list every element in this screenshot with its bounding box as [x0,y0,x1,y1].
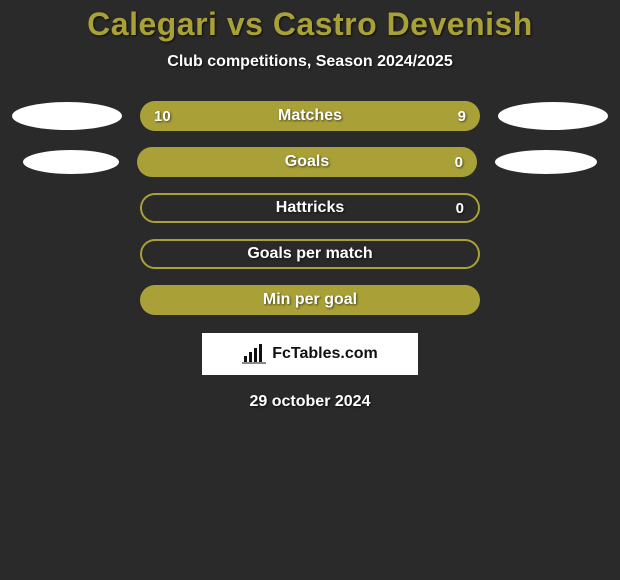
comparison-infographic: Calegari vs Castro Devenish Club competi… [0,0,620,411]
badge-text: FcTables.com [272,345,378,363]
stat-row-goals: Goals 0 [0,147,620,177]
stat-right-value: 9 [458,108,466,125]
stat-row-min-per-goal: Min per goal [0,285,620,315]
stat-bar: Hattricks 0 [140,193,480,223]
stat-bar: 10 Matches 9 [140,101,480,131]
stat-row-matches: 10 Matches 9 [0,101,620,131]
stat-bar: Min per goal [140,285,480,315]
stat-bar: Goals per match [140,239,480,269]
right-ellipse [495,150,597,174]
stat-row-hattricks: Hattricks 0 [0,193,620,223]
left-ellipse [12,102,122,130]
stat-label: Goals [285,153,329,171]
attribution-badge: FcTables.com [202,333,418,375]
stat-right-value: 0 [456,200,464,217]
stat-rows: 10 Matches 9 Goals 0 Hattricks 0 [0,101,620,315]
page-title: Calegari vs Castro Devenish [0,6,620,43]
date-label: 29 october 2024 [0,393,620,411]
stat-row-goals-per-match: Goals per match [0,239,620,269]
right-ellipse [498,102,608,130]
left-ellipse [23,150,119,174]
stat-label: Matches [278,107,342,125]
stat-label: Min per goal [263,291,357,309]
stat-label: Hattricks [276,199,344,217]
stat-label: Goals per match [247,245,372,263]
bar-chart-icon [242,344,266,364]
stat-bar: Goals 0 [137,147,477,177]
stat-right-value: 0 [455,154,463,171]
subtitle: Club competitions, Season 2024/2025 [0,53,620,71]
stat-left-value: 10 [154,108,171,125]
